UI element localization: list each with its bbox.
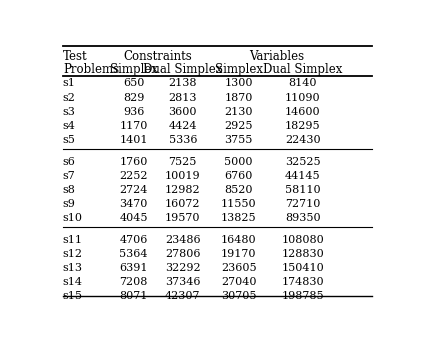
Text: 18295: 18295 — [285, 121, 321, 131]
Text: s6: s6 — [63, 157, 76, 166]
Text: s5: s5 — [63, 135, 76, 145]
Text: s7: s7 — [63, 170, 75, 181]
Text: 23605: 23605 — [221, 263, 257, 273]
Text: 2252: 2252 — [119, 170, 148, 181]
Text: 936: 936 — [123, 107, 144, 117]
Text: 72710: 72710 — [285, 199, 321, 209]
Text: s10: s10 — [63, 213, 83, 223]
Text: s14: s14 — [63, 277, 83, 287]
Text: 16072: 16072 — [165, 199, 201, 209]
Text: 4706: 4706 — [119, 235, 148, 244]
Text: 2130: 2130 — [224, 107, 253, 117]
Text: 27040: 27040 — [221, 277, 257, 287]
Text: 44145: 44145 — [285, 170, 321, 181]
Text: s15: s15 — [63, 291, 83, 301]
Text: 8520: 8520 — [224, 185, 253, 195]
Text: 14600: 14600 — [285, 107, 321, 117]
Text: s1: s1 — [63, 78, 76, 88]
Text: 22430: 22430 — [285, 135, 321, 145]
Text: 3600: 3600 — [169, 107, 197, 117]
Text: s3: s3 — [63, 107, 76, 117]
Text: 32525: 32525 — [285, 157, 321, 166]
Text: 2925: 2925 — [224, 121, 253, 131]
Text: 128830: 128830 — [282, 249, 324, 259]
Text: 42307: 42307 — [165, 291, 201, 301]
Text: 4424: 4424 — [169, 121, 197, 131]
Text: 174830: 174830 — [282, 277, 324, 287]
Text: 1401: 1401 — [119, 135, 148, 145]
Text: 11090: 11090 — [285, 92, 321, 103]
Text: 10019: 10019 — [165, 170, 201, 181]
Text: Problems: Problems — [63, 63, 119, 76]
Text: 2724: 2724 — [119, 185, 148, 195]
Text: 108080: 108080 — [282, 235, 324, 244]
Text: 37346: 37346 — [165, 277, 201, 287]
Text: 150410: 150410 — [282, 263, 324, 273]
Text: 5000: 5000 — [224, 157, 253, 166]
Text: 2813: 2813 — [169, 92, 197, 103]
Text: 829: 829 — [123, 92, 144, 103]
Text: 3470: 3470 — [119, 199, 148, 209]
Text: 58110: 58110 — [285, 185, 321, 195]
Text: Dual Simplex: Dual Simplex — [263, 63, 343, 76]
Text: 7525: 7525 — [169, 157, 197, 166]
Text: Dual Simplex: Dual Simplex — [143, 63, 223, 76]
Text: s4: s4 — [63, 121, 76, 131]
Text: Variables: Variables — [249, 50, 304, 63]
Text: 27806: 27806 — [165, 249, 201, 259]
Text: 8071: 8071 — [119, 291, 148, 301]
Text: 19170: 19170 — [221, 249, 257, 259]
Text: 6391: 6391 — [119, 263, 148, 273]
Text: 13825: 13825 — [221, 213, 257, 223]
Text: s9: s9 — [63, 199, 76, 209]
Text: 6760: 6760 — [224, 170, 253, 181]
Text: 11550: 11550 — [221, 199, 257, 209]
Text: s11: s11 — [63, 235, 83, 244]
Text: Constraints: Constraints — [124, 50, 192, 63]
Text: 5364: 5364 — [119, 249, 148, 259]
Text: 7208: 7208 — [119, 277, 148, 287]
Text: 32292: 32292 — [165, 263, 201, 273]
Text: 12982: 12982 — [165, 185, 201, 195]
Text: Simplex: Simplex — [109, 63, 157, 76]
Text: s13: s13 — [63, 263, 83, 273]
Text: s8: s8 — [63, 185, 76, 195]
Text: 16480: 16480 — [221, 235, 257, 244]
Text: Simplex: Simplex — [215, 63, 262, 76]
Text: 4045: 4045 — [119, 213, 148, 223]
Text: 1870: 1870 — [224, 92, 253, 103]
Text: 198785: 198785 — [282, 291, 324, 301]
Text: 23486: 23486 — [165, 235, 201, 244]
Text: 30705: 30705 — [221, 291, 257, 301]
Text: 1760: 1760 — [119, 157, 148, 166]
Text: 3755: 3755 — [224, 135, 253, 145]
Text: 1300: 1300 — [224, 78, 253, 88]
Text: 650: 650 — [123, 78, 144, 88]
Text: s2: s2 — [63, 92, 76, 103]
Text: Test: Test — [63, 50, 87, 63]
Text: 2138: 2138 — [169, 78, 197, 88]
Text: 19570: 19570 — [165, 213, 201, 223]
Text: s12: s12 — [63, 249, 83, 259]
Text: 8140: 8140 — [288, 78, 317, 88]
Text: 5336: 5336 — [169, 135, 197, 145]
Text: 89350: 89350 — [285, 213, 321, 223]
Text: 1170: 1170 — [119, 121, 148, 131]
